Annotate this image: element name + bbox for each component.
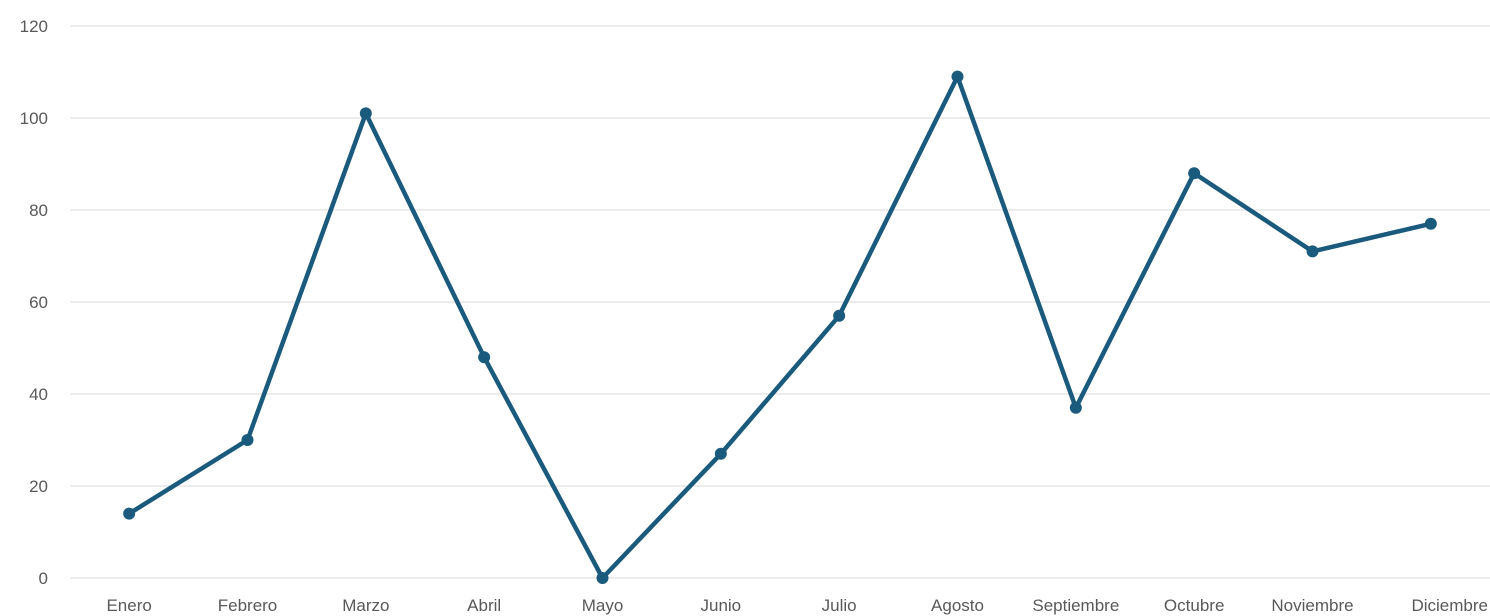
data-point-marker <box>714 447 727 460</box>
x-tick-label: Julio <box>822 596 857 615</box>
data-point-marker <box>123 507 136 520</box>
x-tick-label: Octubre <box>1164 596 1224 615</box>
data-point-marker <box>359 107 372 120</box>
y-tick-label: 120 <box>20 17 48 36</box>
x-axis-ticks: Enero Febrero Marzo Abril Mayo Junio Julio Agos… <box>106 596 1488 615</box>
x-tick-label: Mayo <box>582 596 624 615</box>
data-point-marker <box>596 572 609 584</box>
x-tick-label: Abril <box>467 596 501 615</box>
x-tick-label: Agosto <box>931 596 984 615</box>
x-tick-label: Septiembre <box>1032 596 1119 615</box>
series <box>123 70 1437 584</box>
y-tick-label: 20 <box>29 477 48 496</box>
x-tick-label: Febrero <box>218 596 278 615</box>
series-line <box>126 74 1434 581</box>
data-point-marker <box>1188 167 1201 180</box>
data-point-marker <box>241 434 254 446</box>
data-point-marker <box>1306 245 1319 258</box>
gridlines <box>70 25 1490 579</box>
data-point-marker <box>951 70 964 83</box>
x-tick-label: Diciembre <box>1411 596 1488 615</box>
data-point-marker <box>833 309 846 322</box>
data-point-marker <box>478 351 491 364</box>
x-tick-label: Junio <box>701 596 742 615</box>
y-axis-ticks: 0 20 40 60 80 100 120 <box>20 17 48 588</box>
x-tick-label: Marzo <box>342 596 389 615</box>
data-point-marker <box>1424 217 1437 230</box>
x-tick-label: Noviembre <box>1271 596 1353 615</box>
y-tick-label: 60 <box>29 293 48 312</box>
y-tick-label: 0 <box>39 569 48 588</box>
data-point-marker <box>1069 401 1082 414</box>
x-tick-label: Enero <box>106 596 151 615</box>
y-tick-label: 100 <box>20 109 48 128</box>
y-tick-label: 40 <box>29 385 48 404</box>
y-tick-label: 80 <box>29 201 48 220</box>
